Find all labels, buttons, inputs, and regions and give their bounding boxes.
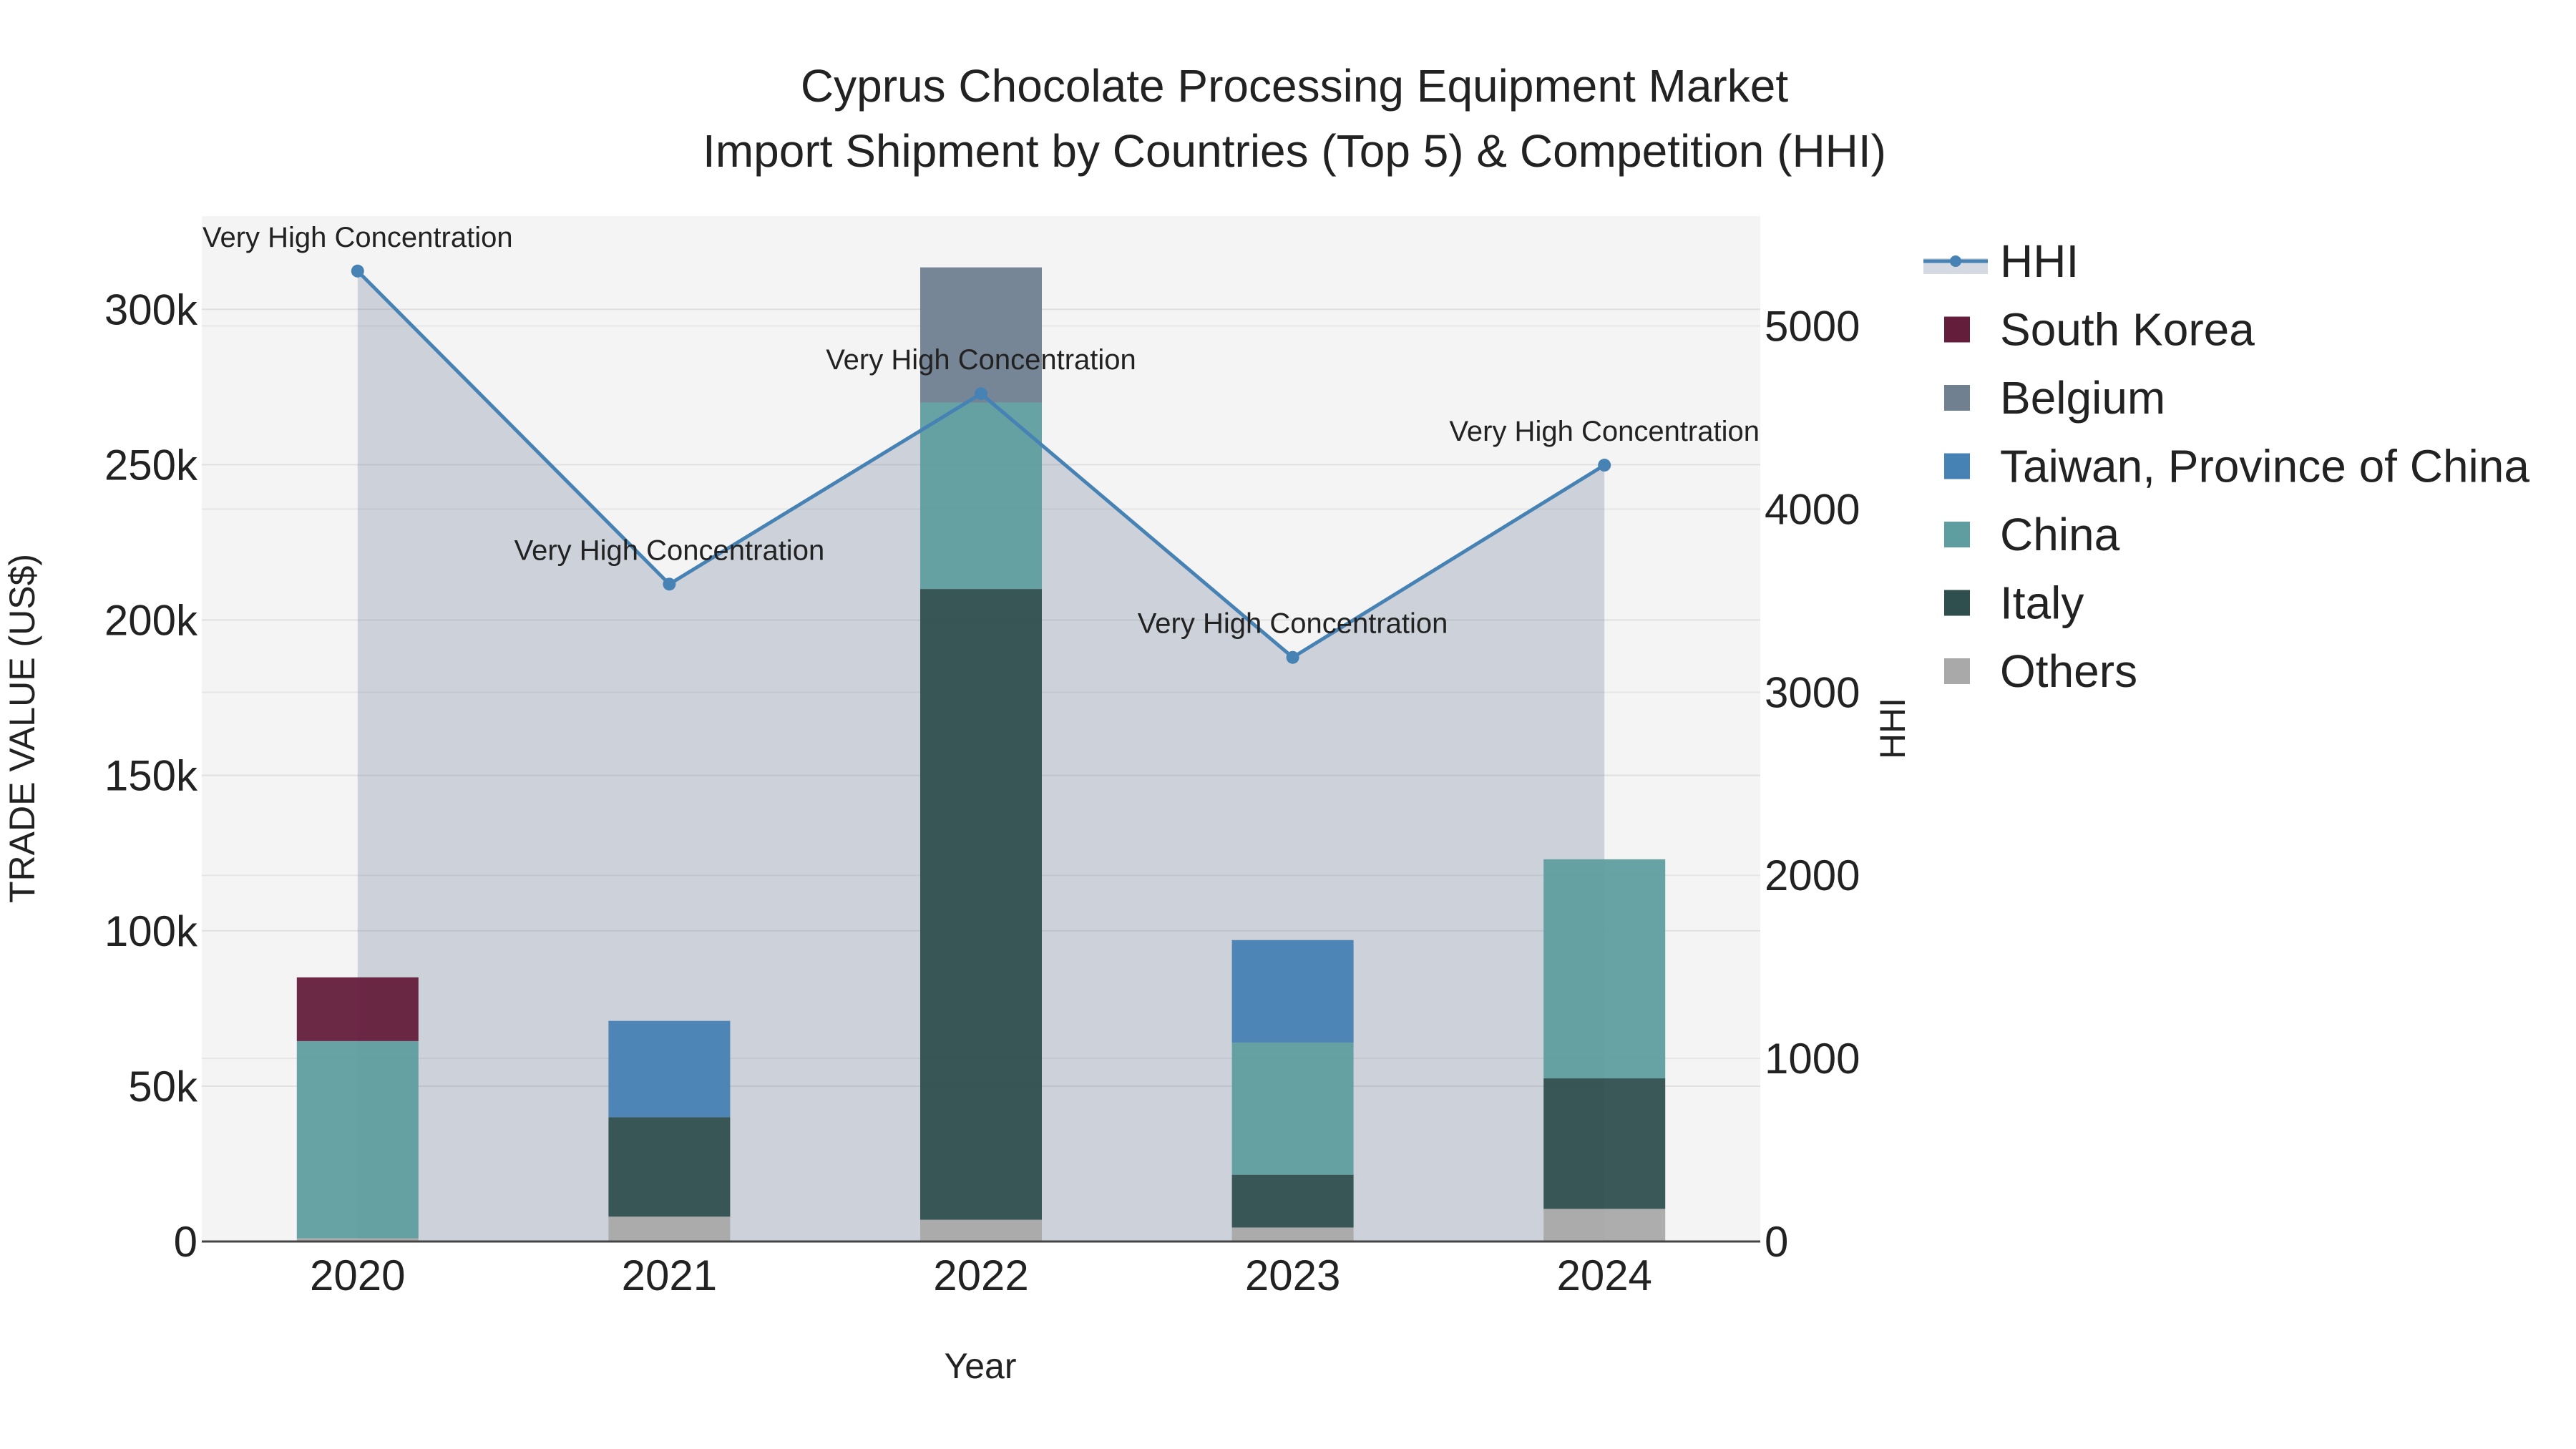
hhi-points (351, 264, 1611, 664)
legend-swatch-taiwan-province-of-china (1944, 453, 1970, 479)
legend-label-italy: Italy (2000, 577, 2084, 629)
legend-label-china: China (2000, 509, 2120, 560)
legend-item-hhi[interactable]: HHI (1923, 235, 2079, 287)
bar-italy-2023 (1231, 1174, 1354, 1228)
legend-swatch-others (1944, 658, 1970, 684)
bar-others-2021 (608, 1216, 731, 1241)
legend-item-others[interactable]: Others (1944, 645, 2137, 697)
bar-taiwan-province-of-china-2021 (608, 1020, 731, 1118)
y-right-tick-label: 1000 (1765, 1035, 1860, 1083)
chart-title-line-1: Cyprus Chocolate Processing Equipment Ma… (801, 60, 1788, 112)
x-tick-label-2024: 2024 (1556, 1252, 1652, 1299)
x-tick-label-2020: 2020 (310, 1252, 405, 1299)
legend-swatch-hhi-marker (1950, 255, 1961, 267)
x-tick-label-2021: 2021 (622, 1252, 717, 1299)
legend-item-belgium[interactable]: Belgium (1944, 372, 2165, 424)
bar-south-korea-2020 (296, 977, 419, 1041)
x-axis-ticks: 2020 2021 2022 2023 2024 (310, 1252, 1652, 1299)
y-right-tick-label: 0 (1765, 1218, 1788, 1266)
bar-belgium-2022 (920, 267, 1042, 403)
bar-china-2024 (1543, 859, 1666, 1079)
bar-china-2023 (1231, 1043, 1354, 1175)
y-left-tick-label: 100k (104, 907, 198, 955)
x-axis-title: Year (944, 1346, 1016, 1386)
hhi-label-2022: Very High Concentration (826, 344, 1136, 376)
y-right-tick-label: 5000 (1765, 303, 1860, 351)
bar-others-2023 (1231, 1227, 1354, 1241)
hhi-label-2020: Very High Concentration (203, 222, 513, 253)
hhi-label-2023: Very High Concentration (1138, 608, 1448, 640)
y-left-tick-label: 200k (104, 597, 198, 645)
bar-others-2020 (296, 1238, 419, 1241)
hhi-point-2021 (663, 577, 676, 591)
bar-italy-2022 (920, 589, 1042, 1220)
bar-others-2024 (1543, 1209, 1666, 1241)
hhi-point-2023 (1286, 650, 1299, 664)
legend-swatch-china (1944, 522, 1970, 547)
hhi-point-2024 (1598, 459, 1611, 472)
y-left-tick-label: 50k (128, 1063, 198, 1111)
y-right-tick-label: 3000 (1765, 668, 1860, 716)
x-tick-label-2023: 2023 (1245, 1252, 1340, 1299)
legend-swatch-italy (1944, 590, 1970, 616)
hhi-point-2020 (351, 264, 364, 278)
hhi-point-2022 (975, 387, 987, 401)
legend-swatch-belgium (1944, 385, 1970, 411)
legend-label-taiwan-province-of-china: Taiwan, Province of China (2000, 441, 2529, 492)
legend-item-china[interactable]: China (1944, 509, 2120, 560)
y-axis-left-ticks: 0 50k 100k 150k 200k 250k 300k (104, 286, 198, 1266)
bar-others-2022 (920, 1219, 1042, 1241)
y-right-tick-label: 2000 (1765, 852, 1860, 899)
legend-item-taiwan-province-of-china[interactable]: Taiwan, Province of China (1944, 441, 2529, 492)
y-left-tick-label: 300k (104, 286, 198, 333)
bar-italy-2024 (1543, 1078, 1666, 1209)
y-axis-right-title: HHI (1873, 698, 1913, 759)
hhi-labels: Very High Concentration Very High Concent… (203, 222, 1760, 640)
y-axis-left-title: TRADE VALUE (US$) (2, 554, 42, 903)
legend: HHI South Korea Belgium Taiwan, Province of… (1923, 235, 2529, 697)
legend-swatch-south-korea (1944, 316, 1970, 343)
legend-label-hhi: HHI (2000, 235, 2079, 287)
hhi-label-2024: Very High Concentration (1449, 416, 1760, 447)
bar-italy-2021 (608, 1117, 731, 1217)
y-axis-right-ticks: 0 1000 2000 3000 4000 5000 (1765, 303, 1860, 1266)
y-left-tick-label: 0 (174, 1218, 197, 1266)
hhi-label-2021: Very High Concentration (514, 535, 825, 566)
x-tick-label-2022: 2022 (933, 1252, 1028, 1299)
bar-china-2022 (920, 402, 1042, 590)
legend-item-south-korea[interactable]: South Korea (1944, 304, 2255, 356)
bar-china-2020 (296, 1040, 419, 1239)
bars (296, 267, 1666, 1241)
legend-item-italy[interactable]: Italy (1944, 577, 2084, 629)
legend-label-belgium: Belgium (2000, 372, 2165, 424)
bar-taiwan-province-of-china-2023 (1231, 940, 1354, 1043)
legend-label-others: Others (2000, 645, 2137, 697)
y-left-tick-label: 250k (104, 441, 198, 489)
chart-title-line-2: Import Shipment by Countries (Top 5) & C… (703, 125, 1886, 177)
y-right-tick-label: 4000 (1765, 485, 1860, 533)
y-left-tick-label: 150k (104, 752, 198, 800)
legend-label-south-korea: South Korea (2000, 304, 2255, 356)
